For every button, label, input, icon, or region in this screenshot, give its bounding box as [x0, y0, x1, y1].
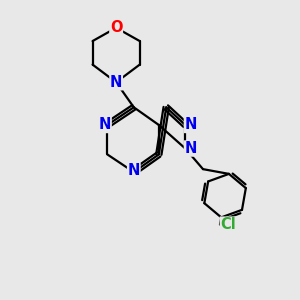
Text: N: N — [184, 141, 197, 156]
Text: N: N — [128, 163, 140, 178]
Text: N: N — [99, 118, 111, 133]
Text: O: O — [110, 20, 122, 35]
Text: N: N — [110, 75, 122, 90]
Text: Cl: Cl — [220, 217, 236, 232]
Text: N: N — [184, 118, 197, 133]
